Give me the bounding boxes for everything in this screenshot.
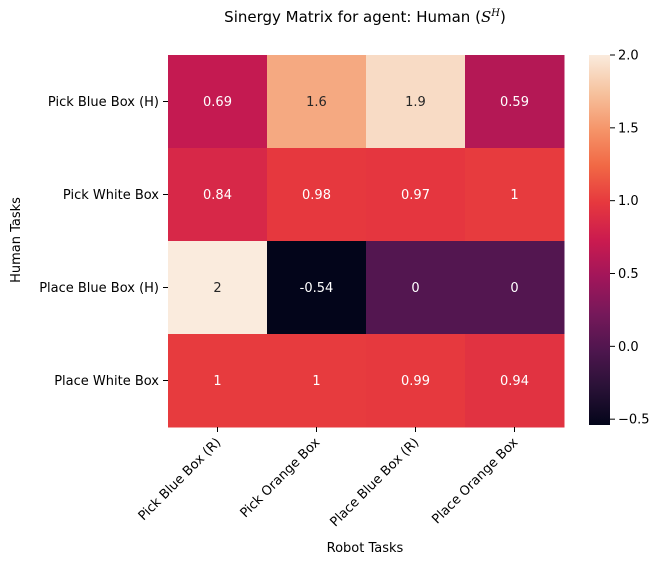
heatmap-cell [267, 241, 367, 335]
y-tick-label: Pick Blue Box (H) [48, 95, 159, 110]
heatmap-cell-label: 0.69 [203, 95, 232, 110]
x-axis-ticks: Pick Blue Box (R) Pick Orange Box Place Bl… [136, 427, 522, 530]
chart-title-symbol: SH [480, 8, 500, 26]
heatmap-cell-label: 0.59 [500, 95, 529, 110]
heatmap-cell [366, 55, 466, 149]
chart-title-prefix: Sinergy Matrix for agent: Human ( [224, 8, 481, 26]
heatmap-cell-label: 0.97 [401, 188, 430, 203]
heatmap-cell-label: 1 [312, 374, 320, 389]
heatmap-cell-label: 0 [411, 281, 419, 296]
colorbar-tick-label: −0.5 [618, 413, 650, 428]
heatmap-cell-label: 2 [213, 281, 221, 296]
heatmap-cell [267, 55, 367, 149]
x-tick-label: Place Blue Box (R) [328, 435, 423, 530]
x-axis-label: Robot Tasks [327, 541, 404, 556]
heatmap-cell-label: 1.6 [306, 95, 327, 110]
heatmap-cell-label: 1 [213, 374, 221, 389]
heatmap-cell [267, 148, 367, 242]
heatmap-cell-label: -0.54 [300, 281, 334, 296]
heatmap-cell-label: 0.84 [203, 188, 232, 203]
heatmap-cell [465, 241, 565, 335]
x-tick-label: Pick Blue Box (R) [136, 435, 225, 524]
heatmap-cell [168, 148, 268, 242]
heatmap-cell-label: 1 [510, 188, 518, 203]
heatmap-cell [168, 334, 268, 428]
heatmap-cell-labels: 0.69 1.6 1.9 0.59 0.84 0.98 0.97 1 2 -0.54 0 0 1 1 0.9… [203, 95, 529, 389]
colorbar-tick-label: 0.5 [618, 267, 639, 282]
heatmap-cell-label: 0.98 [302, 188, 331, 203]
colorbar-tick-label: 1.0 [618, 194, 639, 209]
colorbar-tick-label: 0.0 [618, 340, 639, 355]
heatmap-cell [465, 148, 565, 242]
chart-title-suffix: ) [499, 8, 506, 26]
y-axis-ticks: Pick Blue Box (H) Pick White Box Place Blu… [39, 95, 168, 389]
heatmap-cell [465, 334, 565, 428]
x-tick-label: Place Orange Box [429, 435, 521, 527]
heatmap-cell [168, 55, 268, 149]
heatmap-cells [168, 55, 565, 428]
chart-title: Sinergy Matrix for agent: Human (SH) [0, 8, 660, 26]
heatmap-cell [366, 148, 466, 242]
y-axis-label: Human Tasks [9, 197, 24, 283]
heatmap-cell [267, 334, 367, 428]
y-tick-label: Place Blue Box (H) [39, 281, 159, 296]
chart-title-superscript: H [491, 8, 500, 19]
heatmap-cell-label: 0.94 [500, 374, 529, 389]
colorbar-ticks: −0.5 0.0 0.5 1.0 1.5 2.0 [610, 49, 650, 428]
heatmap-cell [366, 241, 466, 335]
heatmap-cell-label: 0 [510, 281, 518, 296]
y-tick-label: Pick White Box [63, 188, 159, 203]
colorbar-tick-label: 2.0 [618, 49, 639, 64]
heatmap-cell [465, 55, 565, 149]
y-tick-label: Place White Box [54, 374, 159, 389]
colorbar-tick-label: 1.5 [618, 121, 639, 136]
heatmap-cell [366, 334, 466, 428]
x-tick-label: Pick Orange Box [238, 435, 324, 521]
heatmap-cell [168, 241, 268, 335]
colorbar [589, 55, 610, 425]
heatmap-cell-label: 0.99 [401, 374, 430, 389]
heatmap-cell-label: 1.9 [405, 95, 426, 110]
